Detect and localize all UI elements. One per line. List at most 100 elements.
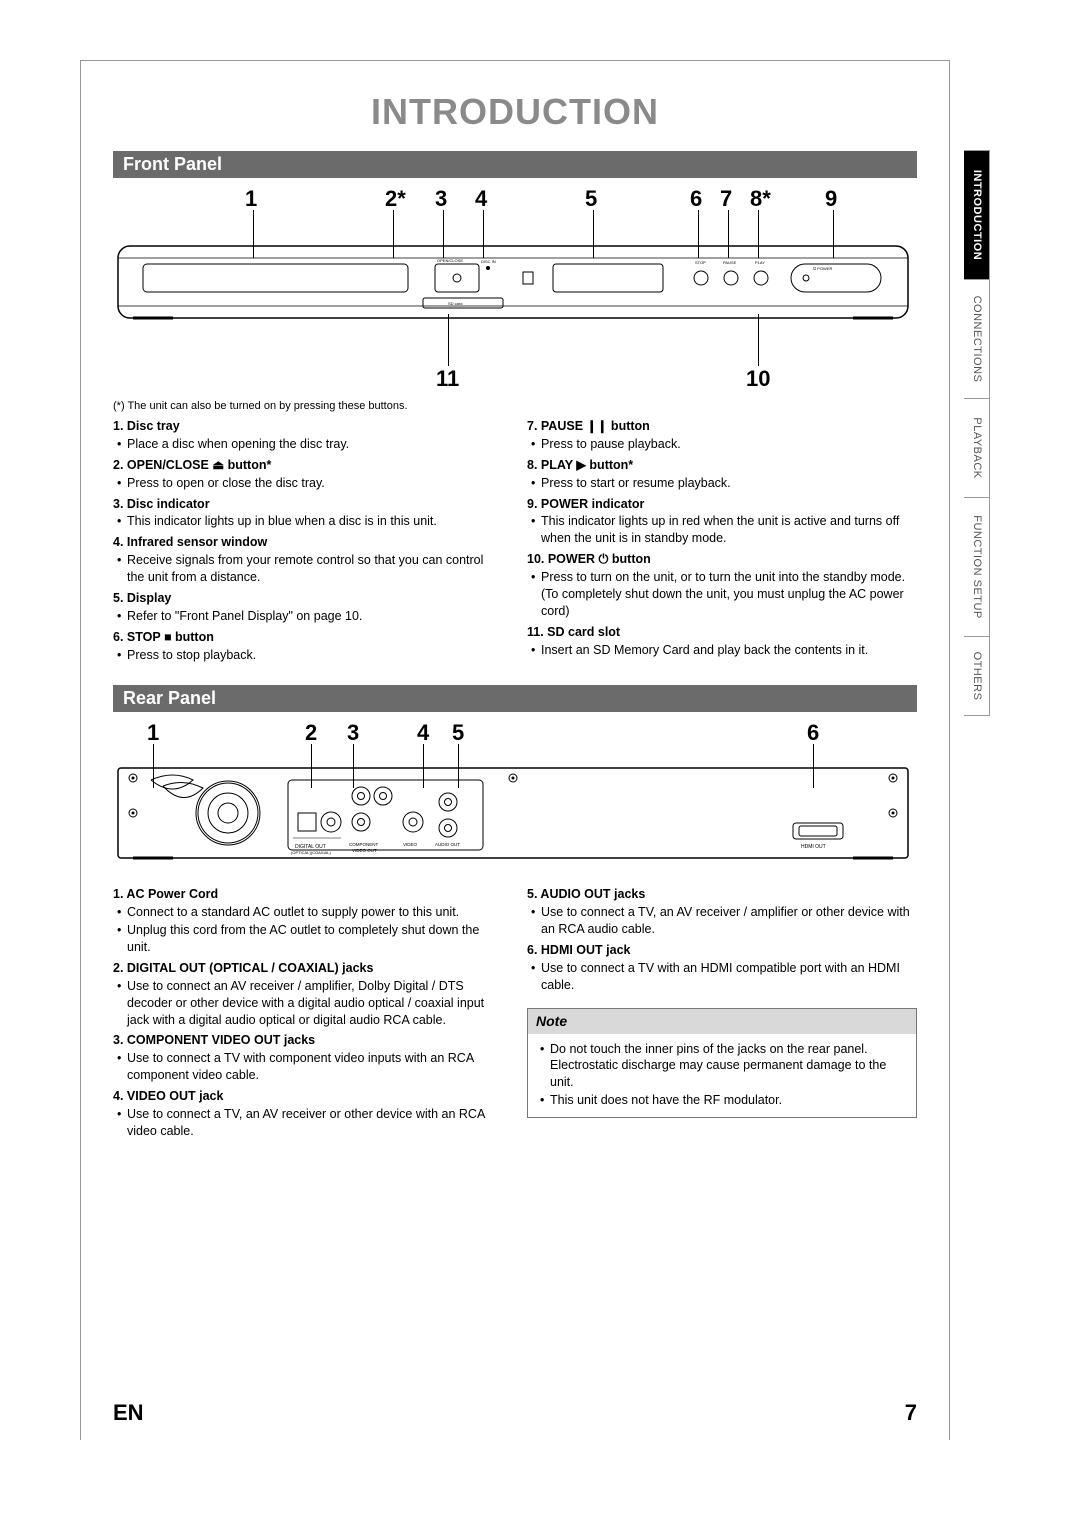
list-item: 3. COMPONENT VIDEO OUT jacksUse to conne… (113, 1032, 503, 1084)
section-tab[interactable]: INTRODUCTION (964, 150, 990, 280)
lang-code: EN (113, 1400, 144, 1426)
item-heading: 6. STOP ■ button (113, 629, 503, 646)
item-bullet: Press to start or resume playback. (527, 475, 917, 492)
note-bullet: Do not touch the inner pins of the jacks… (536, 1041, 908, 1092)
list-item: 1. Disc trayPlace a disc when opening th… (113, 418, 503, 453)
svg-text:VIDEO: VIDEO (403, 842, 418, 847)
section-tab[interactable]: CONNECTIONS (964, 279, 990, 399)
item-bullet: This indicator lights up in blue when a … (113, 513, 503, 530)
list-item: 7. PAUSE ❙❙ buttonPress to pause playbac… (527, 418, 917, 453)
note-body: Do not touch the inner pins of the jacks… (528, 1034, 916, 1118)
section-tab[interactable]: PLAYBACK (964, 398, 990, 498)
item-bullet: This indicator lights up in red when the… (527, 513, 917, 547)
section-tabs: INTRODUCTION CONNECTIONS PLAYBACK FUNCTION … (964, 150, 1044, 715)
item-bullet: Press to stop playback. (113, 647, 503, 664)
svg-text:AUDIO OUT: AUDIO OUT (435, 842, 460, 847)
item-heading: 5. AUDIO OUT jacks (527, 886, 917, 903)
item-bullet: Use to connect an AV receiver / amplifie… (113, 978, 503, 1029)
item-heading: 5. Display (113, 590, 503, 607)
list-item: 4. VIDEO OUT jackUse to connect a TV, an… (113, 1088, 503, 1140)
svg-text:COMPONENT: COMPONENT (349, 842, 379, 847)
item-bullet: Use to connect a TV, an AV receiver / am… (527, 904, 917, 938)
item-heading: 4. Infrared sensor window (113, 534, 503, 551)
item-heading: 11. SD card slot (527, 624, 917, 641)
list-item: 11. SD card slotInsert an SD Memory Card… (527, 624, 917, 659)
page-number: 7 (905, 1400, 917, 1426)
callout-number: 6 (690, 186, 702, 212)
item-heading: 6. HDMI OUT jack (527, 942, 917, 959)
list-item: 8. PLAY ▶ button*Press to start or resum… (527, 457, 917, 492)
front-panel-header: Front Panel (113, 151, 917, 178)
list-item: 4. Infrared sensor windowReceive signals… (113, 534, 503, 586)
rear-panel-list: 1. AC Power CordConnect to a standard AC… (113, 886, 917, 1143)
item-bullet: Insert an SD Memory Card and play back t… (527, 642, 917, 659)
section-tab[interactable]: OTHERS (964, 636, 990, 716)
list-item: 3. Disc indicatorThis indicator lights u… (113, 496, 503, 531)
tab-label: CONNECTIONS (971, 296, 983, 383)
list-item: 2. DIGITAL OUT (OPTICAL / COAXIAL) jacks… (113, 960, 503, 1029)
svg-text:PAUSE: PAUSE (723, 260, 737, 265)
item-bullet: Place a disc when opening the disc tray. (113, 436, 503, 453)
item-heading: 1. Disc tray (113, 418, 503, 435)
item-heading: 3. Disc indicator (113, 496, 503, 513)
svg-text:HDMI OUT: HDMI OUT (801, 844, 826, 850)
tab-label: FUNCTION SETUP (971, 515, 983, 619)
list-item: 6. HDMI OUT jackUse to connect a TV with… (527, 942, 917, 994)
item-heading: 8. PLAY ▶ button* (527, 457, 917, 474)
item-heading: 4. VIDEO OUT jack (113, 1088, 503, 1105)
item-heading: 2. OPEN/CLOSE ⏏ button* (113, 457, 503, 474)
callout-number: 3 (435, 186, 447, 212)
front-footnote: (*) The unit can also be turned on by pr… (113, 400, 917, 412)
svg-text:DISC IN: DISC IN (481, 259, 496, 264)
item-heading: 7. PAUSE ❙❙ button (527, 418, 917, 435)
item-heading: 1. AC Power Cord (113, 886, 503, 903)
list-item: 10. POWER ⏻ buttonPress to turn on the u… (527, 551, 917, 620)
svg-text:VIDEO OUT: VIDEO OUT (352, 848, 377, 853)
list-item: 2. OPEN/CLOSE ⏏ button*Press to open or … (113, 457, 503, 492)
callout-number: 3 (347, 720, 359, 746)
page-title: INTRODUCTION (113, 91, 917, 133)
svg-text:PLAY: PLAY (755, 260, 765, 265)
callout-number: 9 (825, 186, 837, 212)
callout-number: 5 (585, 186, 597, 212)
item-bullet: Use to connect a TV with component video… (113, 1050, 503, 1084)
manual-page: INTRODUCTION Front Panel 12*345678*9 OPE… (80, 60, 950, 1440)
tab-label: INTRODUCTION (971, 170, 983, 260)
front-panel-diagram: 12*345678*9 OPEN/CLOSE DISC IN STOP PAUS… (113, 186, 913, 396)
front-panel-list: 1. Disc trayPlace a disc when opening th… (113, 418, 917, 667)
rear-callout-numbers: 123456 (113, 720, 917, 750)
list-item: 5. AUDIO OUT jacksUse to connect a TV, a… (527, 886, 917, 938)
callout-number: 6 (807, 720, 819, 746)
rear-panel-diagram: DIGITAL OUT (OPTICAL)(COAXIAL) COMPONENT… (113, 750, 913, 880)
svg-text:(OPTICAL)(COAXIAL): (OPTICAL)(COAXIAL) (291, 850, 331, 855)
svg-text:SD card: SD card (448, 301, 462, 306)
callout-number: 5 (452, 720, 464, 746)
svg-text:⏻ POWER: ⏻ POWER (813, 266, 832, 271)
callout-number: 2* (385, 186, 406, 212)
item-bullet: Use to connect a TV with an HDMI compati… (527, 960, 917, 994)
item-heading: 9. POWER indicator (527, 496, 917, 513)
callout-number: 4 (475, 186, 487, 212)
note-title: Note (528, 1009, 916, 1034)
tab-label: OTHERS (971, 652, 983, 701)
item-bullet: Press to pause playback. (527, 436, 917, 453)
item-bullet: Connect to a standard AC outlet to suppl… (113, 904, 503, 921)
section-tab[interactable]: FUNCTION SETUP (964, 497, 990, 637)
rear-panel-header: Rear Panel (113, 685, 917, 712)
svg-text:OPEN/CLOSE: OPEN/CLOSE (437, 258, 463, 263)
callout-number: 7 (720, 186, 732, 212)
item-heading: 10. POWER ⏻ button (527, 551, 917, 568)
svg-text:STOP: STOP (695, 260, 706, 265)
note-box: Note Do not touch the inner pins of the j… (527, 1008, 917, 1118)
note-bullet: This unit does not have the RF modulator… (536, 1092, 908, 1109)
item-heading: 3. COMPONENT VIDEO OUT jacks (113, 1032, 503, 1049)
list-item: 5. DisplayRefer to "Front Panel Display"… (113, 590, 503, 625)
item-bullet: Receive signals from your remote control… (113, 552, 503, 586)
callout-number: 8* (750, 186, 771, 212)
list-item: 1. AC Power CordConnect to a standard AC… (113, 886, 503, 956)
list-item: 6. STOP ■ buttonPress to stop playback. (113, 629, 503, 664)
item-bullet: Press to turn on the unit, or to turn th… (527, 569, 917, 620)
callout-number: 10 (746, 366, 770, 392)
item-bullet: Press to open or close the disc tray. (113, 475, 503, 492)
callout-line (758, 314, 759, 366)
